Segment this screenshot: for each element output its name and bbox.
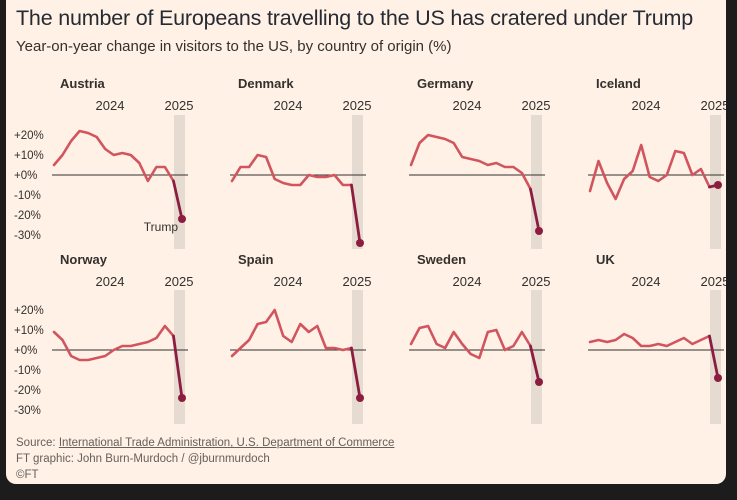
germany-end-point	[535, 227, 543, 235]
denmark-trump-band	[352, 115, 363, 249]
uk-trump-band	[710, 290, 721, 424]
ytick-label-row1-2: +10%	[14, 150, 44, 162]
austria-end-point	[178, 215, 186, 223]
germany-xtick-2024: 2024	[453, 98, 482, 113]
germany-drop-segment	[529, 187, 541, 233]
ytick-label-row1-4: -10%	[14, 190, 41, 202]
uk-xtick-2024: 2024	[632, 274, 661, 289]
norway-drop-segment	[172, 334, 184, 400]
austria-xtick-2025: 2025	[165, 98, 194, 113]
ytick-label-row1-1: +20%	[14, 130, 44, 142]
ytick-label-row2-5: -20%	[14, 385, 41, 397]
denmark-end-point	[356, 239, 364, 247]
iceland-xtick-2025: 2025	[701, 98, 726, 113]
chart-card: The number of Europeans travelling to th…	[6, 0, 726, 484]
uk-xtick-2025: 2025	[701, 274, 726, 289]
ft-logo: ©FT	[16, 469, 39, 481]
norway-end-point	[178, 394, 186, 402]
iceland-end-point	[714, 181, 722, 189]
denmark-panel-title: Denmark	[238, 76, 294, 91]
spain-drop-segment	[350, 346, 362, 400]
norway-trump-band	[174, 290, 185, 424]
austria-trump-band	[174, 115, 185, 249]
source-label: Source:	[16, 437, 59, 449]
ytick-label-row2-4: -10%	[14, 365, 41, 377]
germany-panel-title: Germany	[417, 76, 474, 91]
sweden-drop-segment	[529, 344, 541, 384]
sweden-xtick-2025: 2025	[522, 274, 551, 289]
germany-xtick-2025: 2025	[522, 98, 551, 113]
ytick-label-row2-3: +0%	[14, 345, 37, 357]
germany-series-line	[409, 133, 532, 191]
norway-xtick-2025: 2025	[165, 274, 194, 289]
ytick-label-row2-2: +10%	[14, 325, 44, 337]
ytick-label-row2-6: -30%	[14, 405, 41, 417]
source-line: Source: International Trade Administrati…	[16, 435, 394, 451]
ytick-label-row1-3: +0%	[14, 170, 37, 182]
spain-end-point	[356, 394, 364, 402]
spain-trump-band	[352, 290, 363, 424]
sweden-panel-title: Sweden	[417, 252, 466, 267]
austria-xtick-2024: 2024	[96, 98, 125, 113]
denmark-drop-segment	[350, 183, 362, 245]
uk-panel-title: UK	[596, 252, 615, 267]
austria-trump-annotation: Trump	[144, 220, 179, 234]
austria-series-line	[52, 129, 175, 183]
uk-drop-segment	[708, 334, 720, 380]
small-multiples-chart: Austria 2024 2025 +20% +10% +0% -10% -20% -30% Tr…	[14, 76, 726, 424]
ytick-label-row1-6: -30%	[14, 230, 41, 242]
graphic-credit: FT graphic: John Burn-Murdoch / @jburnmu…	[16, 453, 270, 465]
spain-xtick-2024: 2024	[274, 274, 303, 289]
sweden-end-point	[535, 378, 543, 386]
iceland-xtick-2024: 2024	[632, 98, 661, 113]
source-link[interactable]: International Trade Administration, U.S.…	[58, 437, 395, 449]
uk-series-line	[588, 332, 711, 348]
denmark-xtick-2024: 2024	[274, 98, 303, 113]
norway-xtick-2024: 2024	[96, 274, 125, 289]
spain-xtick-2025: 2025	[343, 274, 372, 289]
denmark-series-line	[230, 153, 353, 187]
denmark-xtick-2025: 2025	[343, 98, 372, 113]
uk-end-point	[714, 374, 722, 382]
spain-series-line	[230, 308, 353, 358]
iceland-panel-title: Iceland	[596, 76, 641, 91]
sweden-trump-band	[531, 290, 542, 424]
norway-series-line	[52, 324, 175, 362]
chart-subtitle: Year-on-year change in visitors to the U…	[16, 38, 452, 55]
norway-panel-title: Norway	[60, 252, 108, 267]
chart-title: The number of Europeans travelling to th…	[16, 6, 693, 30]
spain-panel-title: Spain	[238, 252, 273, 267]
ytick-label-row2-1: +20%	[14, 305, 44, 317]
footer: Source: International Trade Administrati…	[16, 435, 394, 483]
iceland-series-line	[588, 143, 711, 201]
sweden-xtick-2024: 2024	[453, 274, 482, 289]
germany-trump-band	[531, 115, 542, 249]
austria-panel-title: Austria	[60, 76, 106, 91]
ytick-label-row1-5: -20%	[14, 210, 41, 222]
austria-drop-segment	[172, 179, 184, 221]
sweden-series-line	[409, 324, 532, 360]
